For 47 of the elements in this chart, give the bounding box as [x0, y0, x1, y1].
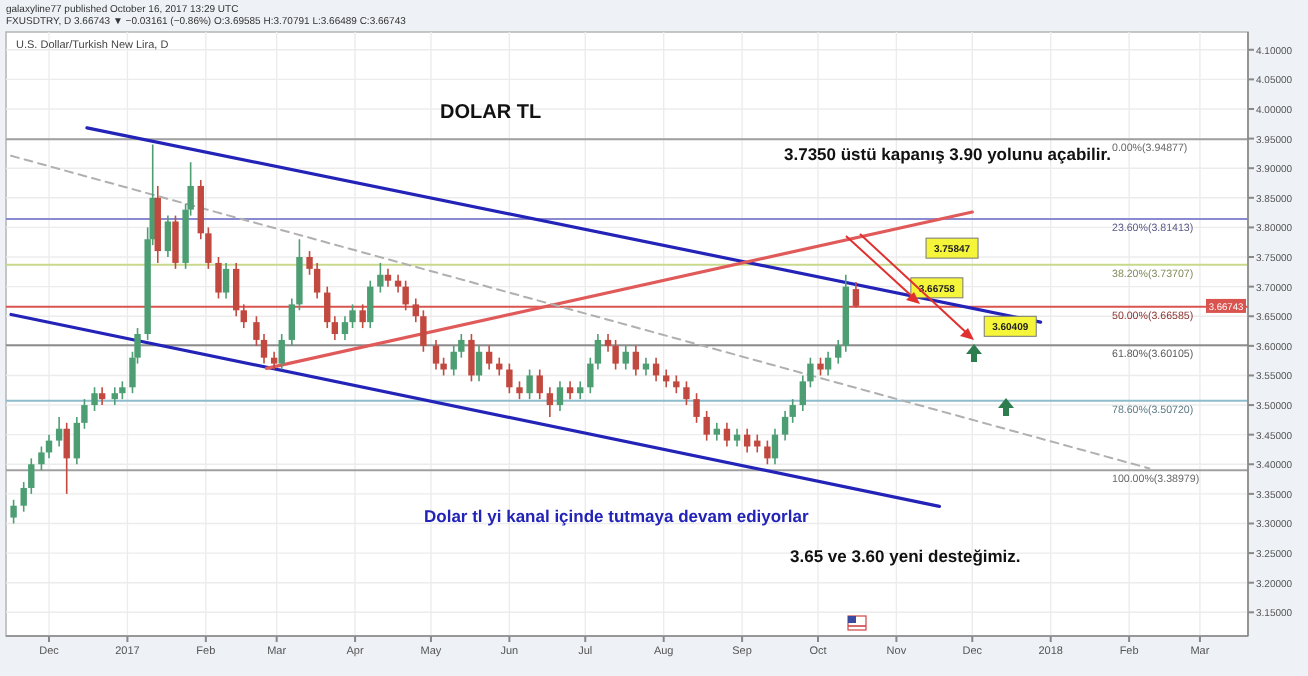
candlestick [91, 386, 98, 412]
annotation: 3.7350 üstü kapanış 3.90 yolunu açabilir. [784, 144, 1111, 164]
candlestick [546, 386, 554, 418]
candlestick [164, 214, 172, 258]
annotation: DOLAR TL [440, 102, 542, 124]
candlestick [485, 345, 493, 371]
candlestick [781, 410, 789, 442]
candlestick [232, 262, 240, 318]
candlestick [556, 380, 564, 412]
candlestick [632, 345, 640, 377]
candlestick [367, 279, 374, 329]
candlestick [215, 256, 222, 300]
candlestick [402, 279, 409, 312]
candlestick [852, 281, 860, 309]
candlestick [612, 339, 619, 371]
candlestick [450, 345, 457, 377]
candlestick [341, 315, 349, 341]
candlestick [55, 416, 63, 448]
candlestick [313, 262, 321, 300]
candlestick [331, 315, 339, 341]
candlestick [506, 362, 513, 395]
candlestick [468, 333, 475, 383]
candlestick [703, 410, 710, 442]
candlestick [63, 422, 70, 495]
candlestick [10, 499, 17, 525]
candlestick [240, 303, 247, 329]
candlestick [835, 339, 842, 365]
candlestick [172, 214, 179, 270]
candlestick [222, 262, 230, 300]
candlestick [324, 285, 331, 329]
candlestick [693, 392, 700, 424]
annotation: 3.65 ve 3.60 yeni desteğimiz. [790, 546, 1021, 566]
annotation: Dolar tl yi kanal içinde tutmaya devam ediyorlar [424, 506, 810, 526]
candlestick [771, 427, 779, 466]
candlestick [824, 350, 832, 377]
candlestick [526, 368, 533, 400]
candlestick [622, 345, 629, 371]
candlestick [743, 427, 751, 454]
candlestick [377, 262, 384, 294]
candlestick [278, 333, 285, 371]
candlestick [764, 439, 771, 466]
candlestick [723, 422, 731, 448]
candlestick [359, 303, 366, 329]
candlestick [432, 339, 440, 371]
candlestick [536, 368, 543, 400]
candlestick [683, 380, 690, 406]
candlestick [475, 345, 483, 383]
